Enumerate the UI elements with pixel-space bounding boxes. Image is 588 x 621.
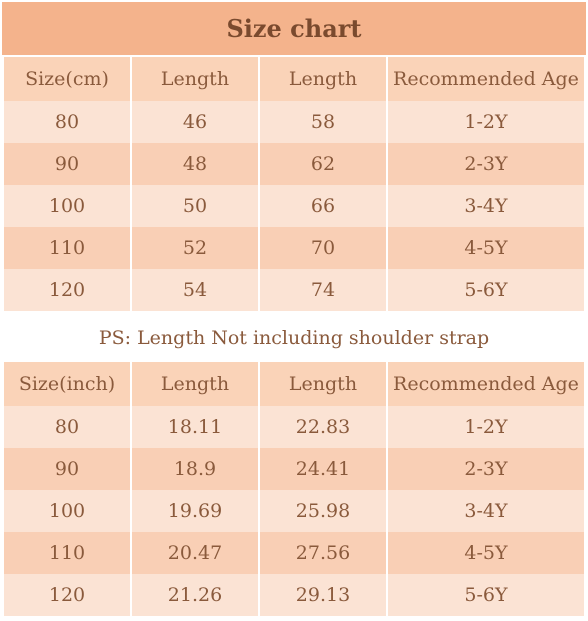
header-cell: Length <box>132 362 258 406</box>
table-cell: 4-5Y <box>388 227 584 269</box>
table-cell: 5-6Y <box>388 269 584 311</box>
table-cell: 18.11 <box>132 406 258 448</box>
table-row: 110 52 70 4-5Y <box>4 227 584 269</box>
table-cell: 2-3Y <box>388 448 584 490</box>
table-header-row: Size(inch) Length Length Recommended Age <box>4 362 584 406</box>
table-row: 100 50 66 3-4Y <box>4 185 584 227</box>
table-cell: 46 <box>132 101 258 143</box>
table-cell: 19.69 <box>132 490 258 532</box>
table-row: 80 18.11 22.83 1-2Y <box>4 406 584 448</box>
footnote: PS: Length Not including shoulder strap <box>98 327 490 349</box>
table-cell: 80 <box>4 101 130 143</box>
table-row: 90 48 62 2-3Y <box>4 143 584 185</box>
table-cell: 120 <box>4 269 130 311</box>
table-cell: 29.13 <box>260 574 386 616</box>
header-cell: Length <box>132 57 258 101</box>
table-cell: 52 <box>132 227 258 269</box>
table-cell: 25.98 <box>260 490 386 532</box>
table-header-row: Size(cm) Length Length Recommended Age <box>4 57 584 101</box>
table-cell: 90 <box>4 448 130 490</box>
header-cell: Length <box>260 362 386 406</box>
table-cell: 1-2Y <box>388 406 584 448</box>
table-row: 80 46 58 1-2Y <box>4 101 584 143</box>
table-cell: 18.9 <box>132 448 258 490</box>
table-cell: 90 <box>4 143 130 185</box>
cm-size-table: Size(cm) Length Length Recommended Age 8… <box>2 57 586 311</box>
table-cell: 48 <box>132 143 258 185</box>
table-cell: 22.83 <box>260 406 386 448</box>
inch-size-table: Size(inch) Length Length Recommended Age… <box>2 362 586 616</box>
header-cell: Size(cm) <box>4 57 130 101</box>
table-cell: 62 <box>260 143 386 185</box>
header-cell: Size(inch) <box>4 362 130 406</box>
header-cell: Length <box>260 57 386 101</box>
table-row: 100 19.69 25.98 3-4Y <box>4 490 584 532</box>
size-chart-title-bar: Size chart <box>2 2 586 55</box>
table-cell: 70 <box>260 227 386 269</box>
table-cell: 1-2Y <box>388 101 584 143</box>
table-cell: 24.41 <box>260 448 386 490</box>
table-row: 120 54 74 5-6Y <box>4 269 584 311</box>
table-row: 90 18.9 24.41 2-3Y <box>4 448 584 490</box>
table-cell: 20.47 <box>132 532 258 574</box>
table-cell: 5-6Y <box>388 574 584 616</box>
table-cell: 3-4Y <box>388 185 584 227</box>
header-cell: Recommended Age <box>388 57 584 101</box>
table-cell: 80 <box>4 406 130 448</box>
table-cell: 100 <box>4 490 130 532</box>
table-cell: 120 <box>4 574 130 616</box>
table-cell: 110 <box>4 227 130 269</box>
table-cell: 27.56 <box>260 532 386 574</box>
table-cell: 54 <box>132 269 258 311</box>
table-row: 120 21.26 29.13 5-6Y <box>4 574 584 616</box>
table-cell: 58 <box>260 101 386 143</box>
size-chart-title: Size chart <box>226 14 362 43</box>
table-cell: 110 <box>4 532 130 574</box>
table-cell: 66 <box>260 185 386 227</box>
table-cell: 74 <box>260 269 386 311</box>
table-cell: 3-4Y <box>388 490 584 532</box>
table-cell: 100 <box>4 185 130 227</box>
table-cell: 50 <box>132 185 258 227</box>
table-cell: 4-5Y <box>388 532 584 574</box>
table-cell: 2-3Y <box>388 143 584 185</box>
table-row: 110 20.47 27.56 4-5Y <box>4 532 584 574</box>
table-cell: 21.26 <box>132 574 258 616</box>
header-cell: Recommended Age <box>388 362 584 406</box>
